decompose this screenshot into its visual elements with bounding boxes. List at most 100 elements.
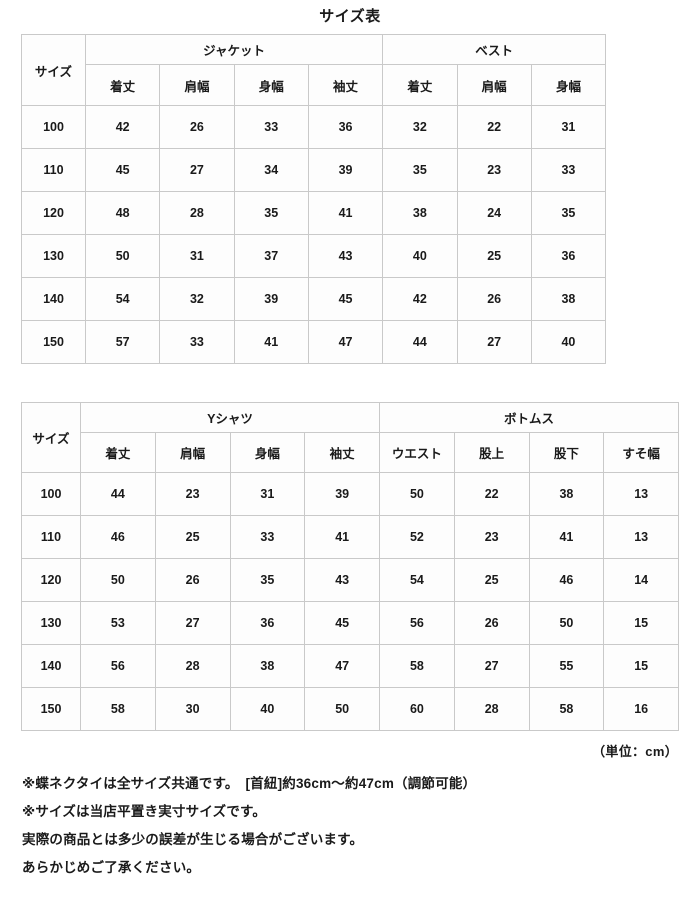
table-row: 110 45 27 34 39 35 23 33	[21, 148, 607, 192]
header-measure-8: すそ幅	[603, 432, 680, 473]
cell-value-4: 47	[304, 644, 381, 688]
cell-value-6: 23	[456, 148, 532, 192]
cell-value-1: 42	[84, 105, 161, 149]
cell-value-7: 58	[528, 687, 605, 731]
cell-value-4: 45	[307, 277, 384, 321]
cell-value-7: 50	[528, 601, 605, 645]
cell-value-5: 56	[379, 601, 455, 645]
cell-value-5: 42	[382, 277, 458, 321]
cell-size: 130	[21, 234, 86, 278]
header-group-2: ベスト	[382, 33, 607, 66]
cell-value-8: 16	[603, 687, 680, 731]
cell-value-1: 44	[80, 472, 156, 516]
table-row: 150 58 30 40 50 60 28 58 16	[21, 687, 680, 731]
cell-value-8: 15	[603, 644, 680, 688]
table-header-row-groups: サイズ ジャケット ベスト	[21, 33, 607, 106]
cell-value-3: 36	[229, 601, 306, 645]
cell-value-7: 36	[530, 234, 607, 278]
cell-size: 110	[21, 148, 86, 192]
header-group-2: ボトムス	[379, 402, 680, 433]
cell-value-1: 50	[84, 234, 161, 278]
cell-value-3: 35	[233, 191, 309, 235]
table-row: 130 50 31 37 43 40 25 36	[21, 234, 607, 278]
cell-value-1: 48	[84, 191, 161, 235]
footnote-line-3: 実際の商品とは多少の誤差が生じる場合がございます。	[22, 832, 364, 847]
cell-value-3: 35	[229, 558, 306, 602]
shirt-bottoms-size-table: サイズ Yシャツ ボトムス 着丈 肩幅 身幅 袖丈 ウエスト 股上 股下 すそ幅 100 44 23 31 3…	[21, 402, 680, 731]
footnote-line-2: ※サイズは当店平置き実寸サイズです。	[22, 804, 267, 819]
cell-value-6: 26	[453, 601, 530, 645]
cell-value-3: 33	[229, 515, 306, 559]
cell-size: 140	[21, 277, 86, 321]
header-group-1: Yシャツ	[79, 402, 381, 433]
cell-value-8: 15	[603, 601, 680, 645]
table-row: 100 44 23 31 39 50 22 38 13	[21, 472, 680, 516]
table-header-row-measures: 着丈 肩幅 身幅 袖丈 ウエスト 股上 股下 すそ幅	[22, 432, 680, 473]
cell-value-1: 58	[80, 687, 156, 731]
header-measure-5: ウエスト	[379, 432, 455, 473]
cell-value-7: 38	[528, 472, 605, 516]
cell-value-6: 23	[453, 515, 530, 559]
table-row: 140 56 28 38 47 58 27 55 15	[21, 644, 680, 688]
cell-size: 150	[21, 320, 86, 364]
cell-value-8: 13	[603, 472, 680, 516]
cell-value-4: 45	[304, 601, 381, 645]
header-size: サイズ	[21, 402, 81, 473]
cell-size: 100	[21, 105, 86, 149]
cell-value-2: 23	[154, 472, 231, 516]
cell-value-3: 41	[233, 320, 309, 364]
cell-value-3: 34	[233, 148, 309, 192]
footnote-line-1: ※蝶ネクタイは全サイズ共通です。 [首紐]約36cm〜約47cm（調節可能）	[22, 776, 477, 791]
unit-note: （単位：cm）	[592, 744, 678, 759]
cell-value-7: 55	[528, 644, 605, 688]
cell-value-5: 40	[382, 234, 458, 278]
header-measure-2: 肩幅	[159, 64, 235, 106]
cell-value-7: 31	[530, 105, 607, 149]
table-spacer	[0, 364, 700, 402]
cell-value-5: 54	[379, 558, 455, 602]
cell-value-3: 38	[229, 644, 306, 688]
cell-value-5: 52	[379, 515, 455, 559]
cell-value-2: 27	[159, 148, 235, 192]
cell-value-4: 50	[304, 687, 381, 731]
table-row: 150 57 33 41 47 44 27 40	[21, 320, 607, 364]
cell-value-1: 45	[84, 148, 161, 192]
cell-value-3: 40	[229, 687, 306, 731]
cell-value-2: 33	[159, 320, 235, 364]
footnotes: ※蝶ネクタイは全サイズ共通です。 [首紐]約36cm〜約47cm（調節可能） ※サ…	[0, 760, 700, 882]
cell-size: 130	[21, 601, 81, 645]
header-measure-3: 身幅	[229, 432, 306, 473]
cell-value-2: 27	[154, 601, 231, 645]
shirt-bottoms-table-container: サイズ Yシャツ ボトムス 着丈 肩幅 身幅 袖丈 ウエスト 股上 股下 すそ幅 100 44 23 31 3…	[0, 402, 700, 731]
cell-size: 120	[21, 191, 86, 235]
cell-value-2: 26	[154, 558, 231, 602]
header-measure-1: 着丈	[80, 432, 156, 473]
table-header-row-groups: サイズ Yシャツ ボトムス	[21, 402, 680, 473]
cell-value-1: 54	[84, 277, 161, 321]
cell-value-4: 36	[307, 105, 384, 149]
cell-value-6: 22	[453, 472, 530, 516]
cell-value-8: 14	[603, 558, 680, 602]
header-measure-6: 股上	[453, 432, 530, 473]
cell-value-1: 57	[84, 320, 161, 364]
header-measure-7: 股下	[528, 432, 605, 473]
cell-value-2: 28	[159, 191, 235, 235]
cell-value-6: 27	[456, 320, 532, 364]
cell-value-2: 28	[154, 644, 231, 688]
table-row: 120 48 28 35 41 38 24 35	[21, 191, 607, 235]
header-measure-4: 袖丈	[307, 64, 384, 106]
cell-value-5: 38	[382, 191, 458, 235]
cell-value-4: 41	[307, 191, 384, 235]
header-measure-3: 身幅	[233, 64, 309, 106]
header-measure-4: 袖丈	[304, 432, 381, 473]
table-row: 140 54 32 39 45 42 26 38	[21, 277, 607, 321]
table-row: 130 53 27 36 45 56 26 50 15	[21, 601, 680, 645]
cell-value-7: 40	[530, 320, 607, 364]
header-group-1: ジャケット	[84, 33, 384, 66]
cell-value-1: 56	[80, 644, 156, 688]
cell-value-4: 47	[307, 320, 384, 364]
header-measure-5: 着丈	[382, 64, 458, 106]
cell-value-3: 37	[233, 234, 309, 278]
table-row: 100 42 26 33 36 32 22 31	[21, 105, 607, 149]
